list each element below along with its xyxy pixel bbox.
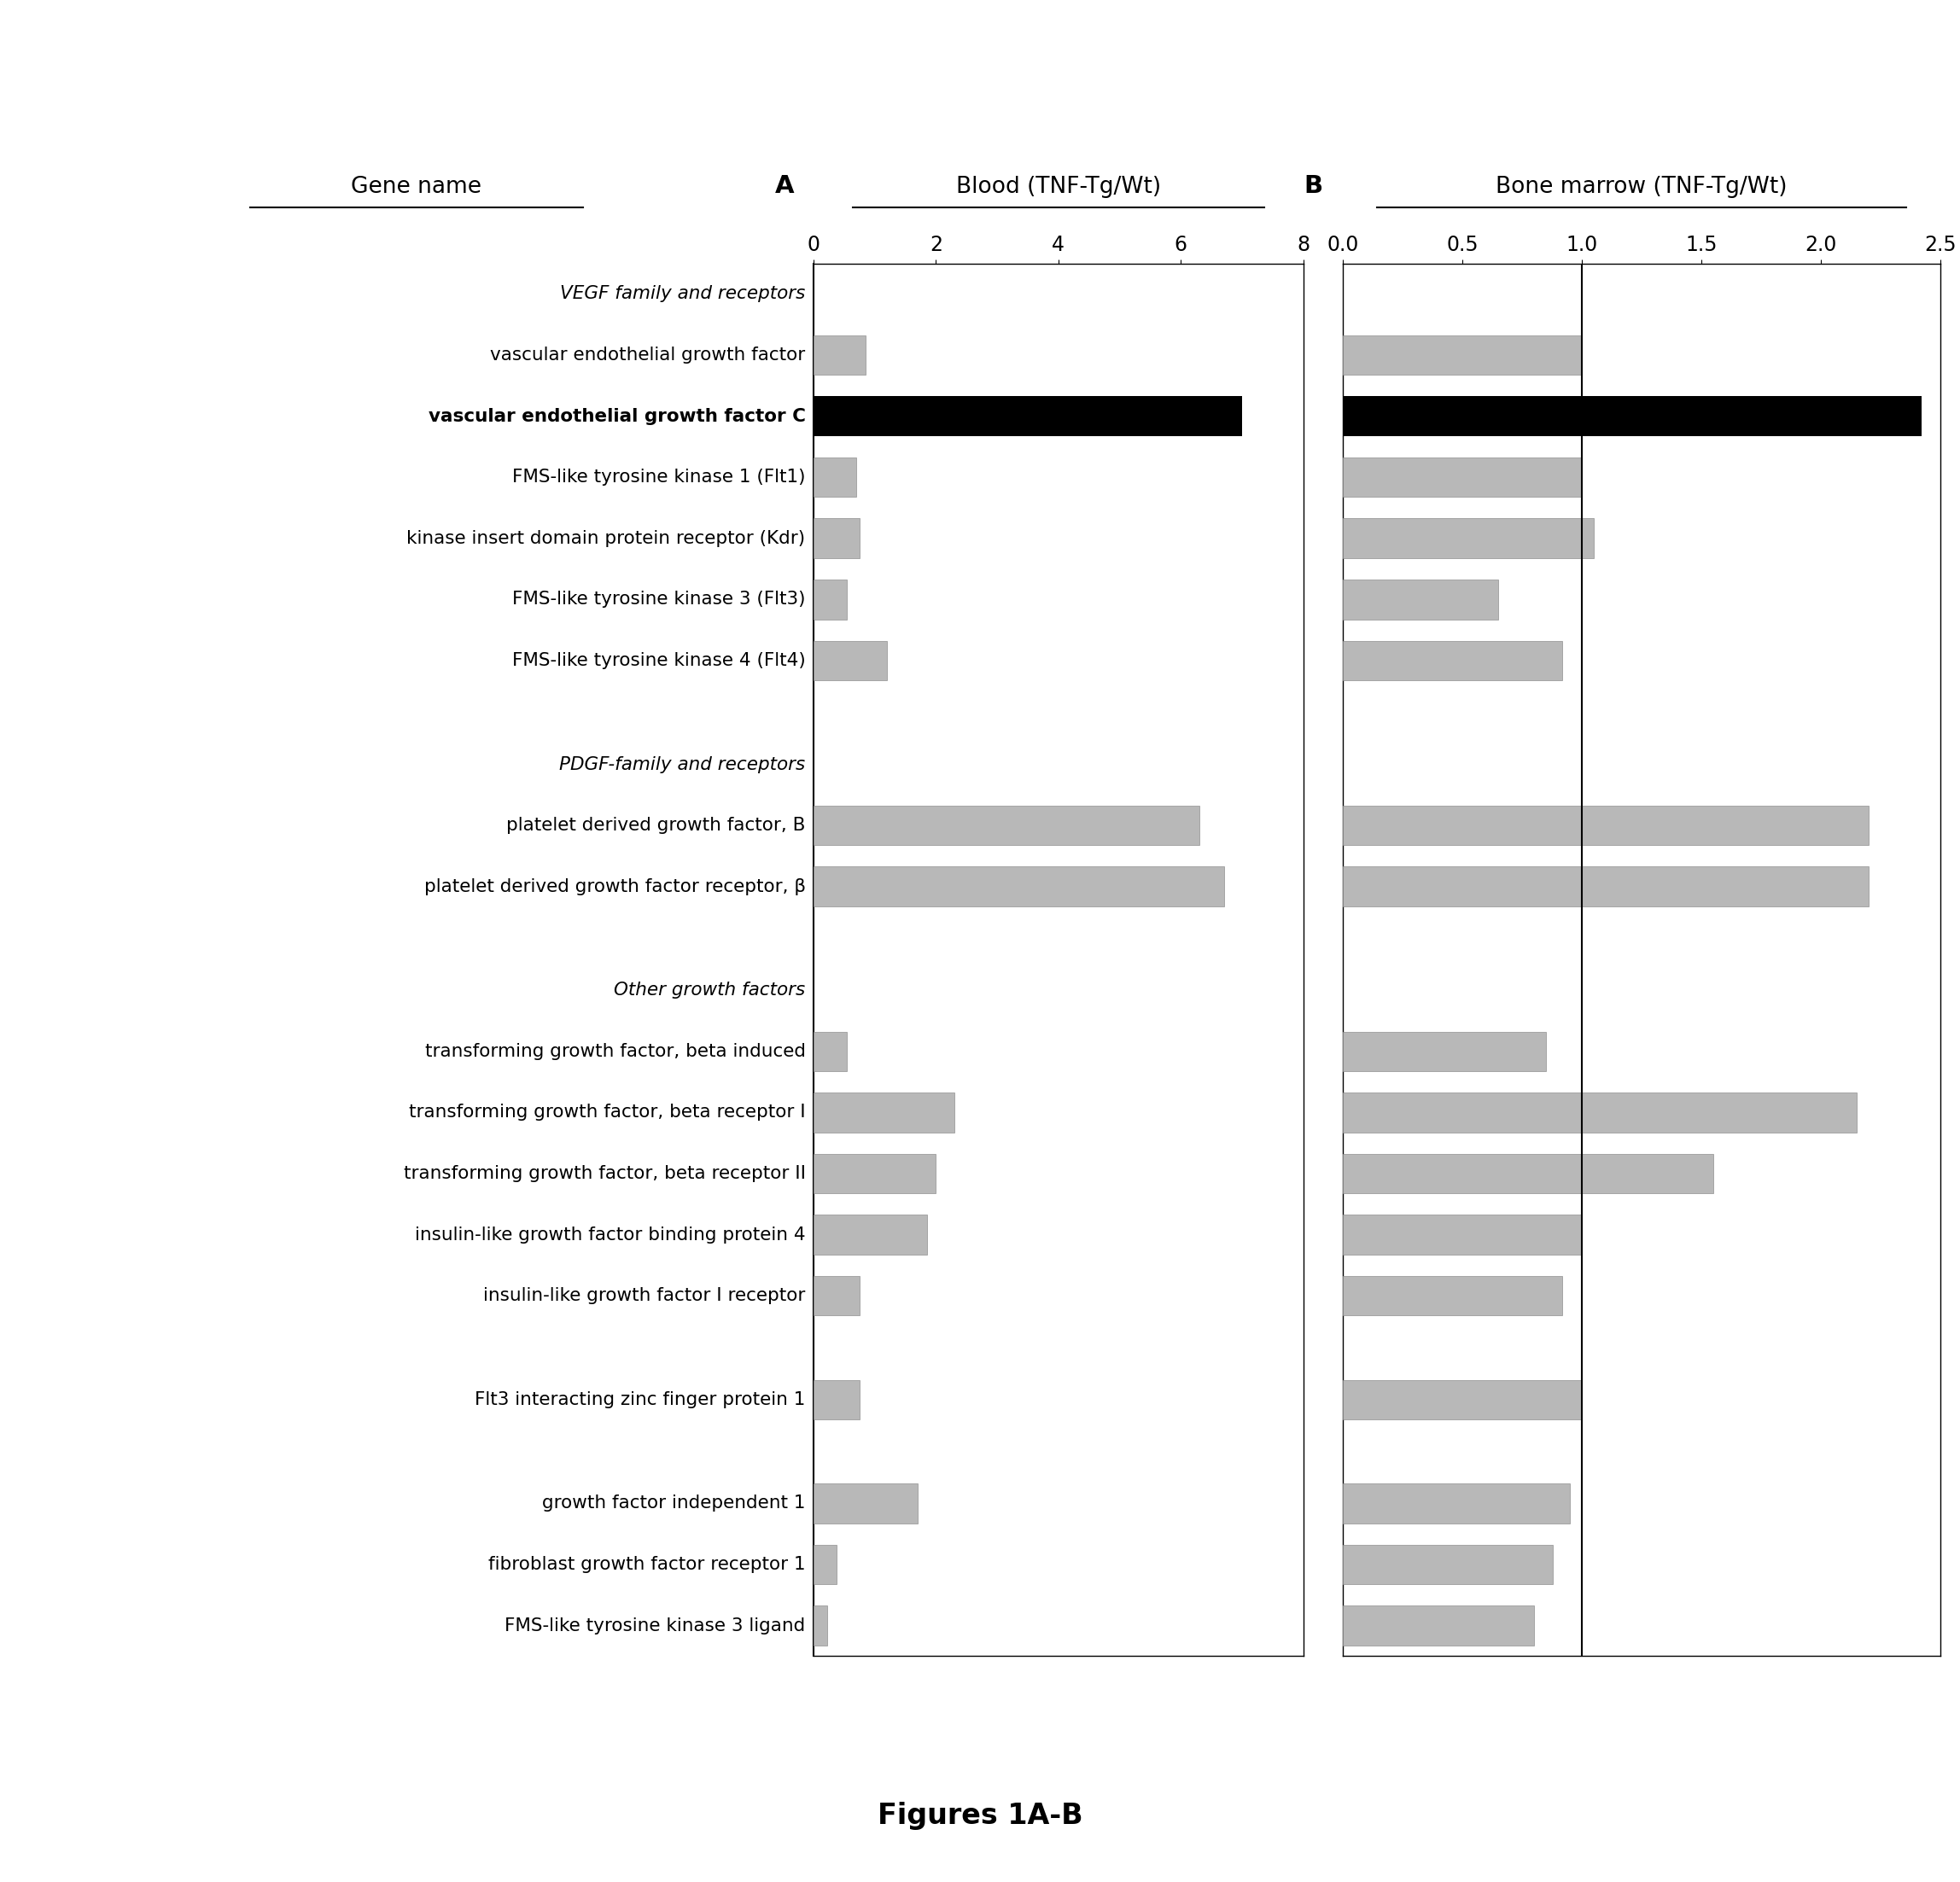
Bar [1343, 1154, 1713, 1193]
Text: A: A [774, 173, 794, 198]
Text: Blood (TNF-Tg/Wt): Blood (TNF-Tg/Wt) [956, 175, 1160, 198]
Text: transforming growth factor, beta receptor II: transforming growth factor, beta recepto… [404, 1165, 806, 1182]
Text: transforming growth factor, beta receptor I: transforming growth factor, beta recepto… [410, 1105, 806, 1122]
Bar [813, 1093, 955, 1133]
Bar [813, 1483, 917, 1523]
Bar [813, 335, 866, 375]
Bar [813, 868, 1223, 907]
Bar [1343, 1483, 1570, 1523]
Text: B: B [1303, 173, 1323, 198]
Bar [813, 580, 847, 619]
Bar [1343, 1276, 1562, 1316]
Text: Bone marrow (TNF-Tg/Wt): Bone marrow (TNF-Tg/Wt) [1495, 175, 1788, 198]
Bar [813, 1216, 927, 1255]
Bar [1343, 1545, 1552, 1585]
Text: PDGF-family and receptors: PDGF-family and receptors [559, 757, 806, 774]
Text: kinase insert domain protein receptor (Kdr): kinase insert domain protein receptor (K… [406, 531, 806, 548]
Text: insulin-like growth factor I receptor: insulin-like growth factor I receptor [484, 1287, 806, 1304]
Text: vascular endothelial growth factor: vascular endothelial growth factor [490, 346, 806, 363]
Bar [1343, 868, 1868, 907]
Bar [1343, 1605, 1535, 1645]
Text: VEGF family and receptors: VEGF family and receptors [561, 286, 806, 303]
Text: transforming growth factor, beta induced: transforming growth factor, beta induced [425, 1043, 806, 1060]
Bar [1343, 1031, 1546, 1071]
Text: fibroblast growth factor receptor 1: fibroblast growth factor receptor 1 [488, 1556, 806, 1573]
Bar [813, 805, 1200, 845]
Text: FMS-like tyrosine kinase 3 ligand: FMS-like tyrosine kinase 3 ligand [506, 1617, 806, 1634]
Text: FMS-like tyrosine kinase 4 (Flt4): FMS-like tyrosine kinase 4 (Flt4) [512, 651, 806, 670]
Text: insulin-like growth factor binding protein 4: insulin-like growth factor binding prote… [416, 1227, 806, 1244]
Bar [813, 1031, 847, 1071]
Text: FMS-like tyrosine kinase 3 (Flt3): FMS-like tyrosine kinase 3 (Flt3) [512, 591, 806, 608]
Bar [1343, 335, 1582, 375]
Bar [813, 1545, 837, 1585]
Bar [1343, 1093, 1856, 1133]
Bar [1343, 1380, 1582, 1419]
Bar [813, 1276, 858, 1316]
Text: Figures 1A-B: Figures 1A-B [878, 1803, 1082, 1829]
Text: platelet derived growth factor, B: platelet derived growth factor, B [506, 817, 806, 834]
Bar [813, 640, 886, 681]
Text: vascular endothelial growth factor C: vascular endothelial growth factor C [427, 408, 806, 425]
Bar [813, 457, 857, 497]
Bar [1343, 1216, 1582, 1255]
Bar [813, 397, 1243, 437]
Text: Other growth factors: Other growth factors [613, 982, 806, 999]
Text: FMS-like tyrosine kinase 1 (Flt1): FMS-like tyrosine kinase 1 (Flt1) [512, 469, 806, 486]
Bar [1343, 457, 1582, 497]
Text: Flt3 interacting zinc finger protein 1: Flt3 interacting zinc finger protein 1 [474, 1391, 806, 1408]
Bar [1343, 397, 1921, 437]
Bar [1343, 805, 1868, 845]
Text: platelet derived growth factor receptor, β: platelet derived growth factor receptor,… [423, 879, 806, 896]
Text: Gene name: Gene name [351, 175, 482, 198]
Bar [813, 519, 858, 559]
Bar [813, 1154, 937, 1193]
Bar [813, 1605, 827, 1645]
Bar [1343, 580, 1497, 619]
Bar [1343, 640, 1562, 681]
Bar [813, 1380, 858, 1419]
Text: growth factor independent 1: growth factor independent 1 [543, 1494, 806, 1511]
Bar [1343, 519, 1593, 559]
